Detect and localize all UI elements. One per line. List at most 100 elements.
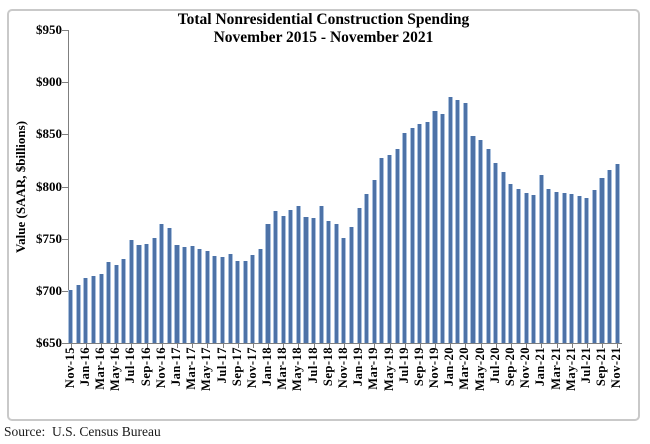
x-tick-label: Sep-21 xyxy=(594,347,608,387)
bar-Aug-19 xyxy=(409,128,415,343)
x-tick-label: Jul-18 xyxy=(305,347,320,384)
y-tick-label: $950 xyxy=(36,22,62,37)
bar-Nov-16 xyxy=(159,224,165,343)
x-tick-mark xyxy=(450,343,452,348)
x-tick-mark xyxy=(252,343,254,348)
y-tick-label: $850 xyxy=(36,126,62,142)
bar-Apr-18 xyxy=(288,209,294,343)
chart-title: Total Nonresidential Construction Spendi… xyxy=(7,11,640,47)
bar-Oct-21 xyxy=(607,169,613,343)
bar-May-18 xyxy=(295,206,301,343)
x-tick-label: Jan-20 xyxy=(442,347,457,387)
bar-Feb-19 xyxy=(364,193,370,343)
x-tick-label: Jul-19 xyxy=(396,347,411,384)
x-tick-label: Nov-19 xyxy=(427,347,441,389)
x-tick-label: Jan-18 xyxy=(260,347,274,387)
bar-Nov-15 xyxy=(68,289,74,343)
x-tick-label: Mar-17 xyxy=(184,347,199,390)
x-tick-label: May-17 xyxy=(199,347,214,391)
x-tick-mark xyxy=(161,343,163,348)
x-tick-label: Sep-20 xyxy=(502,347,517,387)
bar-Oct-17 xyxy=(242,260,248,343)
bar-Dec-15 xyxy=(75,284,81,343)
x-tick-mark xyxy=(435,343,436,348)
x-tick-label: May-20 xyxy=(472,347,487,391)
bar-Jan-17 xyxy=(174,244,180,343)
x-tick-mark xyxy=(389,343,391,348)
bar-Apr-17 xyxy=(197,249,203,343)
bar-Apr-21 xyxy=(561,192,567,343)
bar-Jul-21 xyxy=(584,198,590,343)
x-tick-mark xyxy=(207,343,209,348)
bar-Sep-17 xyxy=(235,260,241,343)
x-tick-label: Jul-17 xyxy=(214,347,229,384)
bar-Jun-21 xyxy=(576,195,582,343)
y-tick-mark xyxy=(62,30,68,31)
bar-May-19 xyxy=(386,155,393,343)
x-tick-label: Sep-17 xyxy=(229,347,244,387)
bar-Sep-21 xyxy=(599,178,605,343)
x-tick-mark xyxy=(101,343,103,348)
bar-Jan-19 xyxy=(356,208,362,343)
x-tick-mark xyxy=(328,343,330,348)
bar-Jan-18 xyxy=(265,224,271,343)
bar-Feb-21 xyxy=(546,188,552,343)
x-tick-mark xyxy=(602,343,603,348)
bar-Nov-17 xyxy=(250,255,256,343)
x-tick-label: Mar-16 xyxy=(93,347,108,390)
y-tick-mark xyxy=(62,134,68,136)
x-tick-label: Sep-16 xyxy=(138,347,153,387)
bar-Jan-20 xyxy=(447,96,453,343)
x-tick-mark xyxy=(571,343,573,348)
bar-Aug-18 xyxy=(318,206,324,343)
bar-Sep-18 xyxy=(326,220,332,343)
bar-May-17 xyxy=(204,251,210,343)
y-tick-label: $900 xyxy=(36,74,62,90)
x-tick-label: Jan-17 xyxy=(169,347,183,387)
x-tick-mark xyxy=(586,343,588,348)
bar-Jun-18 xyxy=(303,216,309,343)
x-tick-label: Jan-16 xyxy=(77,347,92,387)
x-tick-label: Nov-18 xyxy=(335,347,350,389)
bar-Jan-16 xyxy=(83,278,89,343)
x-tick-label: Mar-20 xyxy=(457,347,472,390)
y-tick-mark xyxy=(62,186,68,188)
x-tick-label: Mar-18 xyxy=(275,347,290,390)
bar-Sep-19 xyxy=(417,123,423,343)
x-tick-mark xyxy=(526,343,528,348)
bar-Jul-20 xyxy=(493,162,499,343)
x-tick-mark xyxy=(298,343,300,348)
x-tick-label: Mar-21 xyxy=(548,347,563,390)
x-tick-mark xyxy=(480,343,482,348)
bar-Jul-17 xyxy=(219,257,226,343)
x-tick-mark xyxy=(70,343,72,348)
bar-Nov-18 xyxy=(341,237,347,343)
x-tick-mark xyxy=(177,343,178,348)
y-tick-label: $700 xyxy=(36,282,62,298)
x-tick-label: Jan-21 xyxy=(533,347,548,387)
x-tick-mark xyxy=(617,343,619,348)
bar-Jun-16 xyxy=(121,258,127,343)
x-tick-label: Nov-21 xyxy=(609,347,624,389)
x-tick-mark xyxy=(116,343,118,348)
bar-Oct-20 xyxy=(515,188,522,343)
x-tick-mark xyxy=(237,343,239,348)
x-tick-label: Nov-20 xyxy=(518,347,533,389)
x-tick-mark xyxy=(541,343,543,348)
bar-Sep-20 xyxy=(508,184,514,343)
y-tick-label: $650 xyxy=(36,335,62,350)
x-tick-mark xyxy=(192,343,194,348)
x-tick-label: May-18 xyxy=(290,347,305,391)
bar-Nov-19 xyxy=(432,111,438,343)
bar-Dec-18 xyxy=(348,227,355,343)
x-tick-mark xyxy=(131,343,133,348)
y-tick-mark xyxy=(62,238,68,240)
x-tick-mark xyxy=(146,343,148,348)
x-tick-mark xyxy=(404,343,406,348)
y-tick-mark xyxy=(62,82,68,84)
x-tick-mark xyxy=(510,343,512,348)
chart-title-line1: Total Nonresidential Construction Spendi… xyxy=(177,11,470,28)
bar-May-20 xyxy=(478,139,484,343)
x-tick-mark xyxy=(313,343,315,348)
